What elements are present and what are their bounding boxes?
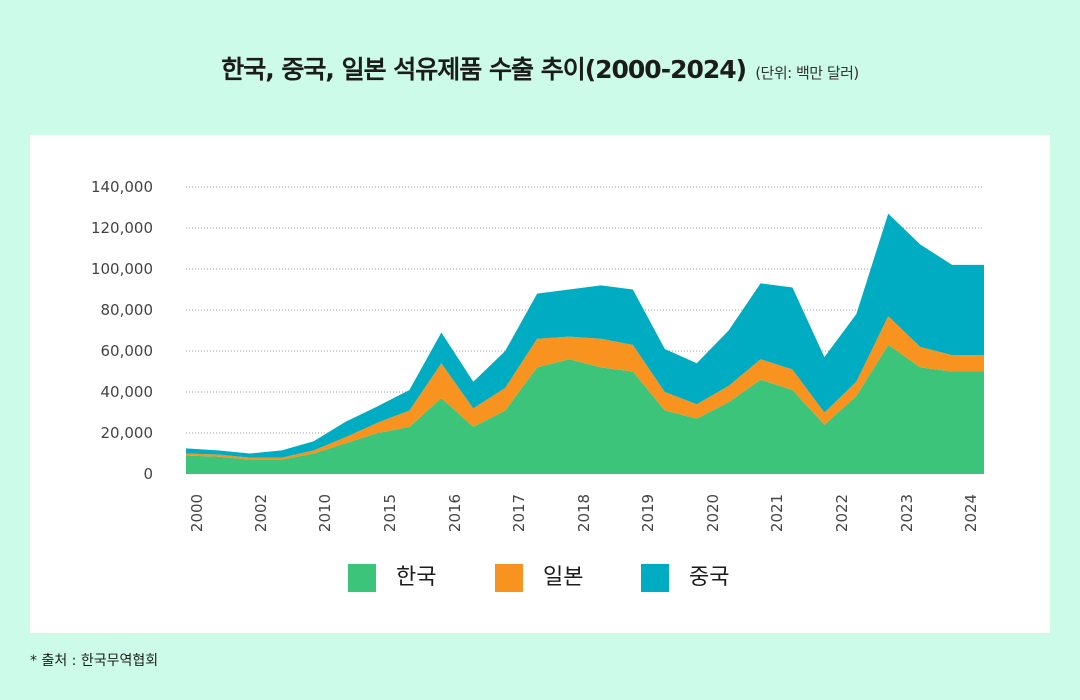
- x-tick-label: 2024: [962, 494, 980, 532]
- x-tick-label: 2015: [381, 494, 399, 532]
- x-tick-label: 2002: [252, 494, 270, 532]
- x-tick-label: 2020: [704, 494, 722, 532]
- legend: 한국 일본 중국: [0, 560, 1080, 596]
- x-tick-label: 2019: [639, 494, 657, 532]
- y-tick-label: 100,000: [91, 260, 153, 278]
- area-chart: 0 20,000 40,000 60,000 80,000 100,000 120,000 1…: [91, 178, 984, 532]
- chart-title: 한국, 중국, 일본 석유제품 수출 추이(2000-2024): [221, 55, 747, 84]
- legend-label: 중국: [689, 565, 730, 590]
- x-tick-label: 2016: [446, 494, 464, 532]
- area-series: [186, 344, 984, 474]
- area-series: [186, 213, 984, 458]
- legend-label: 한국: [396, 565, 437, 590]
- source-note: * 출처 : 한국무역협회: [30, 653, 159, 669]
- y-tick-label: 140,000: [91, 178, 153, 196]
- area-series: [186, 316, 984, 460]
- chart-title-row: 한국, 중국, 일본 석유제품 수출 추이(2000-2024) (단위: 백만…: [0, 50, 1080, 86]
- x-tick-label: 2023: [898, 494, 916, 532]
- legend-label: 일본: [543, 565, 584, 590]
- x-tick-label: 2021: [768, 494, 786, 532]
- y-tick-label: 20,000: [101, 424, 154, 442]
- y-tick-label: 120,000: [91, 219, 153, 237]
- legend-swatch: [641, 564, 669, 592]
- legend-swatch: [495, 564, 523, 592]
- y-tick-label: 80,000: [101, 301, 154, 319]
- x-tick-label: 2010: [316, 494, 334, 532]
- legend-swatch: [348, 564, 376, 592]
- y-tick-label: 60,000: [101, 342, 154, 360]
- x-tick-label: 2000: [188, 494, 206, 532]
- chart-unit: (단위: 백만 달러): [755, 64, 859, 82]
- x-tick-label: 2018: [575, 494, 593, 532]
- y-tick-label: 40,000: [101, 383, 154, 401]
- x-tick-label: 2017: [510, 494, 528, 532]
- chart-card: 0 20,000 40,000 60,000 80,000 100,000 120,000 1…: [30, 135, 1050, 633]
- x-tick-label: 2022: [833, 494, 851, 532]
- y-tick-label: 0: [143, 465, 153, 483]
